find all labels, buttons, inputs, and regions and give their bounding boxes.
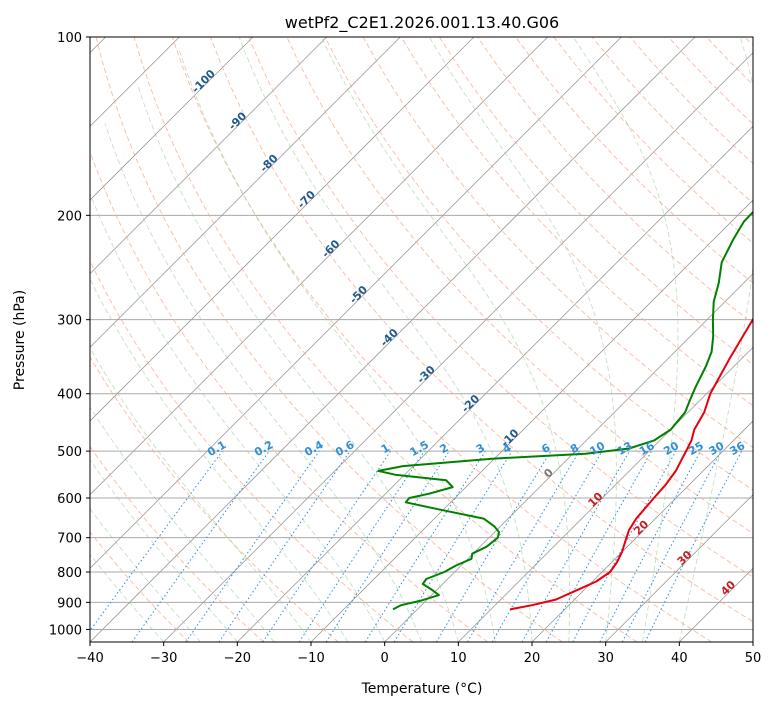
y-tick-label: 600 <box>57 492 82 507</box>
x-tick-label: 0 <box>381 651 389 666</box>
mixing-ratio-line <box>131 450 270 642</box>
moist-adiabat-line <box>238 37 533 642</box>
mixing-ratio-line <box>572 450 677 642</box>
dry-adiabat-line <box>90 531 190 642</box>
y-axis-label: Pressure (hPa) <box>12 290 28 390</box>
dry-adiabat-line <box>90 259 414 642</box>
x-tick-label: −40 <box>76 651 103 666</box>
x-axis-label: Temperature (°C) <box>361 681 483 697</box>
temperature-profile-line <box>509 317 753 611</box>
dry-adiabat-line <box>248 37 753 578</box>
dry-adiabat-line <box>210 37 753 623</box>
dewpoint-profile-line <box>377 210 753 611</box>
isotherm-line <box>384 273 753 642</box>
moist-adiabat-line <box>90 192 386 642</box>
mixing-ratio-line <box>393 450 513 642</box>
moist-adiabat-line <box>572 37 679 642</box>
mixing-ratio-line <box>218 450 351 642</box>
moist-adiabat-line <box>136 83 459 642</box>
moist-adiabat-line <box>678 37 753 642</box>
x-tick-label: −20 <box>224 651 251 666</box>
moist-adiabat-line <box>428 37 617 642</box>
isotherm-line <box>90 37 548 496</box>
y-tick-label: 700 <box>57 532 82 547</box>
moist-adiabat-line <box>320 37 571 642</box>
isotherm-line <box>90 37 327 275</box>
y-tick-label: 400 <box>57 388 82 403</box>
x-tick-label: −10 <box>297 651 324 666</box>
dry-adiabat-line <box>400 37 753 407</box>
isotherm-line <box>605 494 753 642</box>
x-tick-label: 50 <box>745 651 762 666</box>
mixing-ratio-line <box>644 450 743 642</box>
dry-adiabat-line <box>171 37 712 642</box>
y-tick-label: 100 <box>57 31 82 46</box>
dry-adiabat-line <box>90 445 264 642</box>
y-tick-label: 800 <box>57 566 82 581</box>
x-tick-label: 20 <box>524 651 541 666</box>
isotherm-line <box>458 346 753 642</box>
isotherm-line <box>237 125 753 642</box>
y-tick-label: 500 <box>57 445 82 460</box>
dry-adiabat-line <box>95 37 563 642</box>
isotherm-line <box>90 37 622 569</box>
mixing-ratio-line <box>262 450 392 642</box>
y-tick-label: 900 <box>57 596 82 611</box>
dry-adiabat-line <box>515 37 753 284</box>
y-tick-label: 300 <box>57 314 82 329</box>
x-tick-label: 40 <box>671 651 688 666</box>
dry-adiabat-line <box>439 37 753 365</box>
dry-adiabat-line <box>133 37 638 642</box>
isotherm-line <box>163 52 753 642</box>
moist-adiabat-line <box>104 123 422 642</box>
isotherm-line <box>90 37 475 422</box>
isotherm-line <box>531 420 753 642</box>
x-tick-label: 30 <box>597 651 614 666</box>
isotherm-line <box>90 37 254 201</box>
x-tick-label: 10 <box>450 651 467 666</box>
plot-frame <box>89 36 754 643</box>
dry-adiabat-line <box>324 37 753 491</box>
y-tick-label: 200 <box>57 209 82 224</box>
mixing-ratio-line <box>521 450 630 642</box>
isotherm-line <box>90 37 401 348</box>
moist-adiabat-line <box>90 278 349 642</box>
mixing-ratio-line <box>90 450 223 632</box>
moist-adiabat-line <box>90 507 201 642</box>
mixing-ratio-line <box>185 450 320 642</box>
mixing-ratio-line <box>325 450 450 642</box>
y-tick-label: 1000 <box>49 623 82 638</box>
dry-adiabat-line <box>90 356 339 642</box>
moist-adiabat-line <box>90 406 275 642</box>
mixing-ratio-line <box>545 450 653 642</box>
chart-title: wetPf2_C2E1.2026.001.13.40.G06 <box>285 13 559 33</box>
mixing-ratio-line <box>298 450 425 642</box>
x-tick-label: −30 <box>150 651 177 666</box>
dry-adiabat-line <box>90 150 488 642</box>
moist-adiabat-line <box>90 459 238 642</box>
